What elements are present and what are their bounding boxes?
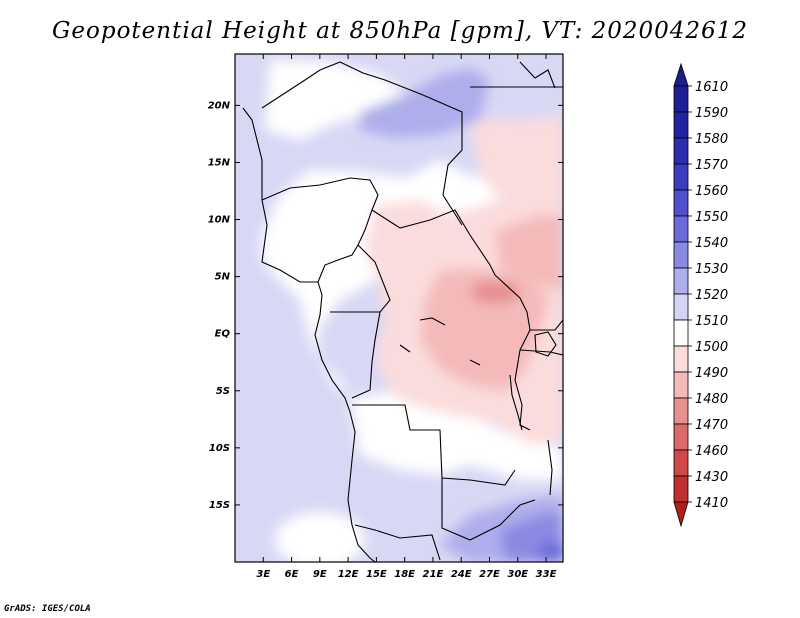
latitude-axis: 20N 15N 10N 5N EQ 5S 10S 15S: [208, 100, 563, 511]
lat-label: 10N: [208, 215, 231, 226]
border-north-africa: [261, 61, 463, 226]
border-east-2: [519, 349, 563, 356]
colorbar-swatch: [673, 163, 689, 191]
lon-label: 33E: [536, 569, 557, 580]
colorbar-swatch: [673, 267, 689, 295]
colorbar-swatch: [673, 397, 689, 425]
coastlines-borders: [242, 61, 563, 562]
border-angola-south: [354, 524, 441, 561]
colorbar-label: 1510: [695, 314, 728, 329]
colorbar-label: 1550: [695, 210, 728, 225]
longitude-axis: 3E 6E 9E 12E 15E 18E 21E 24E 27E 30E 33E: [256, 54, 557, 580]
lat-label: 10S: [209, 443, 230, 454]
lon-label: 9E: [313, 569, 327, 580]
lake-victoria: [534, 331, 557, 357]
colorbar-swatch: [673, 475, 689, 503]
lon-label: 30E: [507, 569, 528, 580]
colorbar-top-arrow: [673, 62, 689, 87]
colorbar-label: 1570: [695, 158, 728, 173]
field-1500-north: [470, 115, 563, 205]
colorbar-label: 1430: [695, 470, 728, 485]
colorbar: 1610 1590 1580 1570 1560 1550 1540 1530 1520 1510…: [673, 62, 728, 528]
lat-label: 5S: [216, 386, 230, 397]
lon-label: 6E: [285, 569, 299, 580]
colorbar-label: 1530: [695, 262, 728, 277]
colorbar-swatch: [673, 215, 689, 243]
colorbar-label: 1410: [695, 496, 728, 511]
colorbar-label: 1460: [695, 444, 728, 459]
colorbar-swatch: [673, 189, 689, 217]
colorbar-label: 1560: [695, 184, 728, 199]
colorbar-swatch: [673, 241, 689, 269]
field-1510-atlantic-cell: [275, 512, 365, 562]
field-1550-southeast: [538, 542, 563, 562]
border-cameroon-car: [330, 244, 391, 313]
border-zambia: [441, 478, 536, 541]
colorbar-label: 1610: [695, 80, 728, 95]
colorbar-label: 1470: [695, 418, 728, 433]
lon-label: 21E: [423, 569, 444, 580]
colorbar-swatch: [673, 371, 689, 399]
border-drc-south: [352, 404, 516, 486]
africa-coastline: [242, 107, 376, 562]
lat-label: 15N: [208, 157, 231, 168]
lat-label: 5N: [215, 272, 231, 283]
field-1510-south: [350, 392, 563, 480]
field-1530-sahara: [360, 68, 490, 138]
plot-frame: [234, 53, 564, 563]
colorbar-swatch: [673, 111, 689, 139]
colorbar-swatch: [673, 137, 689, 165]
lon-label: 3E: [256, 569, 270, 580]
map-title: Geopotential Height at 850hPa [gpm], VT:…: [52, 18, 748, 44]
border-congo: [351, 311, 381, 399]
lon-label: 15E: [366, 569, 387, 580]
lat-label: 15S: [209, 500, 230, 511]
colorbar-swatch: [673, 85, 689, 113]
colorbar-label: 1500: [695, 340, 728, 355]
colorbar-label: 1490: [695, 366, 728, 381]
colorbar-label: 1590: [695, 106, 728, 121]
lon-label: 18E: [394, 569, 415, 580]
lat-label: 20N: [208, 100, 231, 111]
border-sahel-2: [371, 209, 496, 276]
colorbar-swatch: [673, 423, 689, 451]
colorbar-label: 1520: [695, 288, 728, 303]
field-1490-east: [495, 215, 563, 290]
field-1490-congo-basin: [420, 268, 550, 392]
colorbar-swatch: [673, 345, 689, 373]
river-congo: [399, 317, 481, 366]
colorbar-label: 1480: [695, 392, 728, 407]
lon-label: 12E: [338, 569, 359, 580]
field-1510-sahara: [265, 60, 420, 140]
border-east-1: [530, 319, 563, 331]
field-1480-core: [470, 280, 520, 304]
colorbar-swatch: [673, 293, 689, 321]
lat-label: EQ: [215, 329, 231, 340]
colorbar-label: 1540: [695, 236, 728, 251]
grads-credit: GrADS: IGES/COLA: [4, 604, 91, 614]
lon-label: 27E: [479, 569, 500, 580]
colorbar-swatch: [673, 319, 689, 347]
lon-label: 24E: [451, 569, 472, 580]
height-field: [235, 54, 563, 562]
colorbar-bottom-arrow: [673, 501, 689, 528]
lake-tanganyika: [509, 374, 523, 431]
lake-malawi: [547, 439, 553, 496]
colorbar-swatch: [673, 449, 689, 477]
red-sea-coast: [519, 61, 556, 89]
colorbar-label: 1580: [695, 132, 728, 147]
